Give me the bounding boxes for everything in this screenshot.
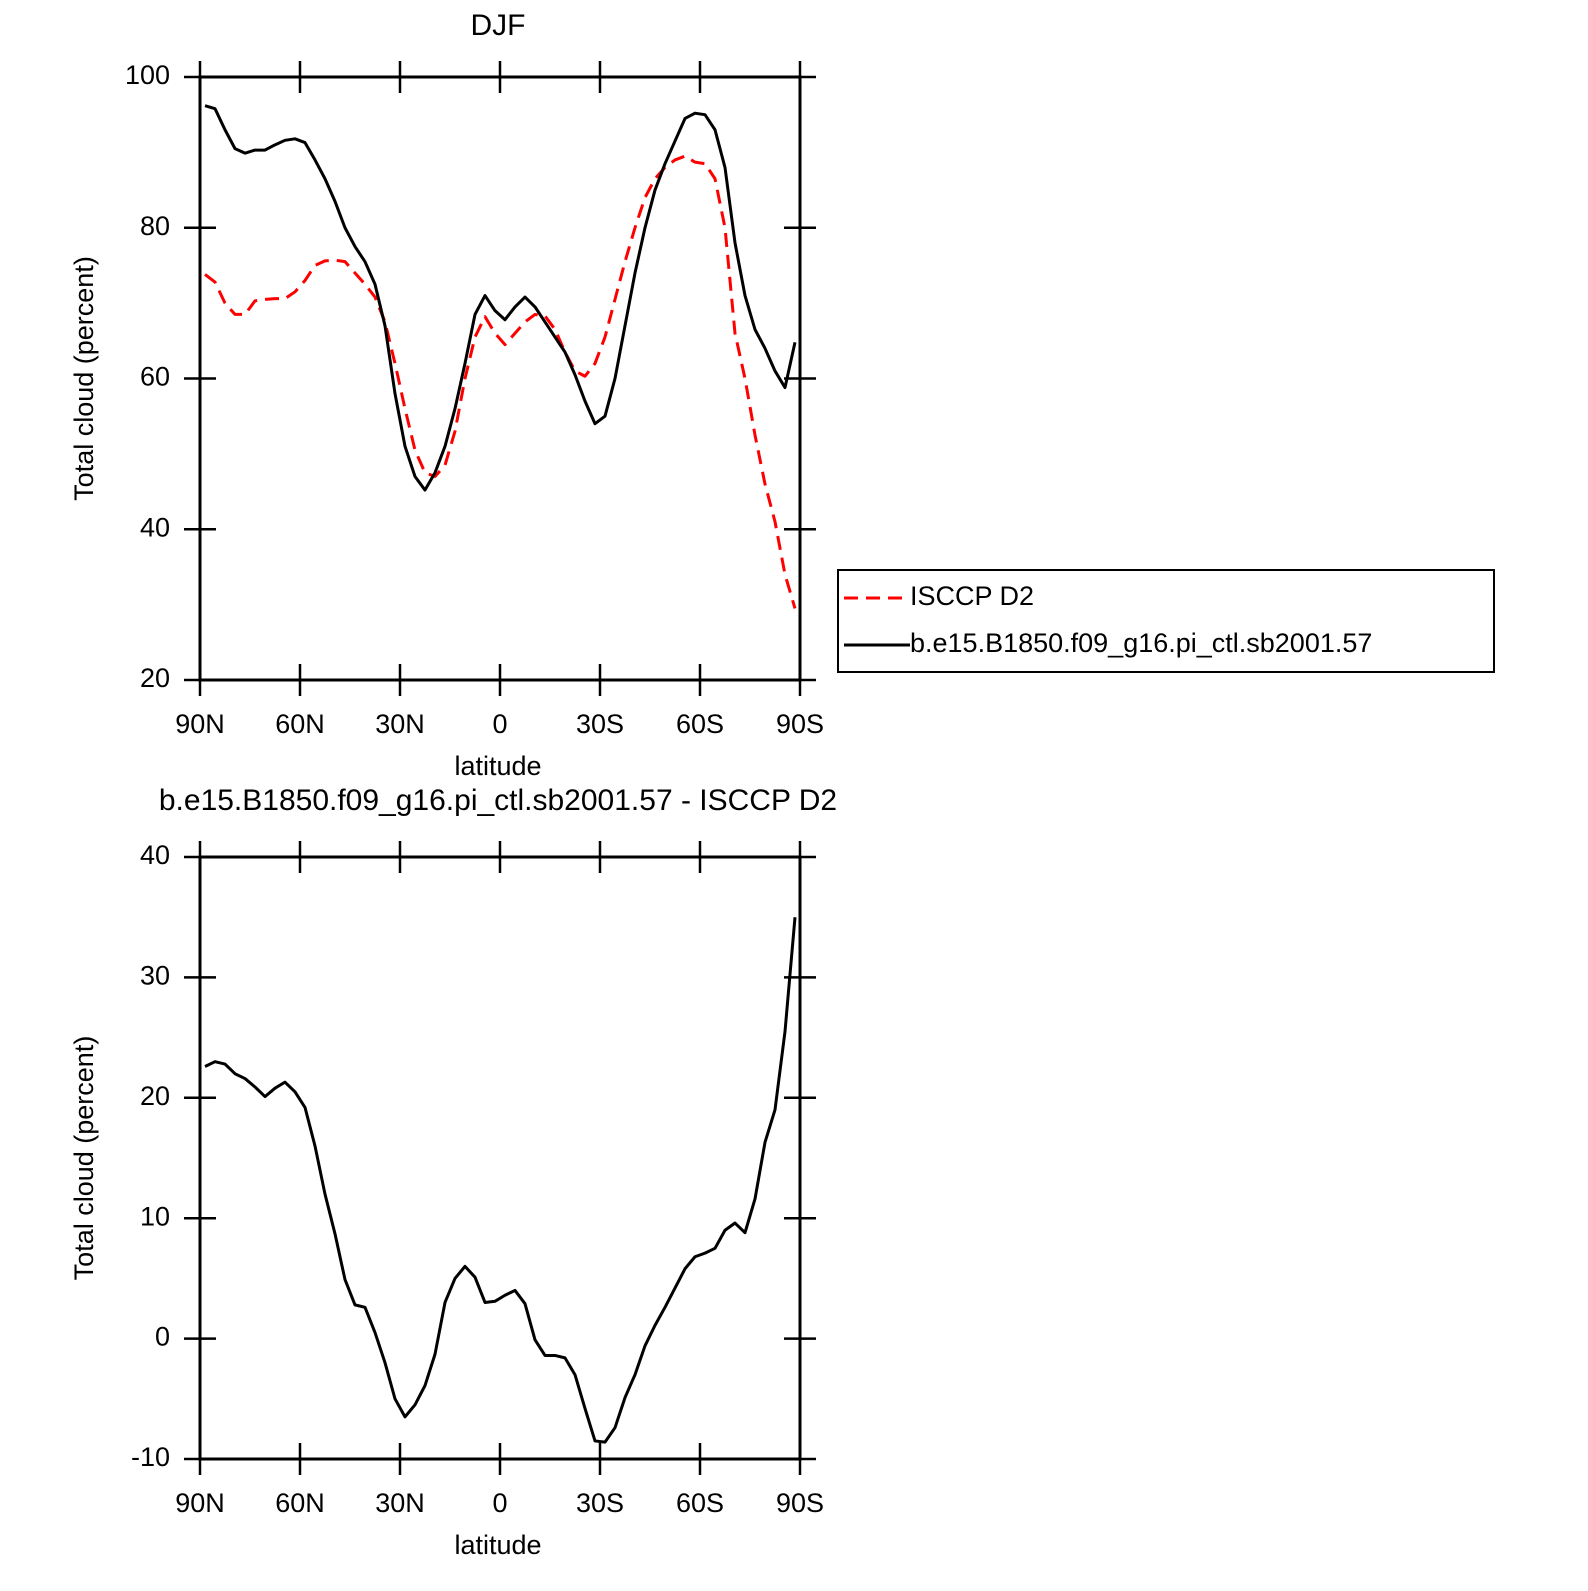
legend-label: b.e15.B1850.f09_g16.pi_ctl.sb2001.57 [910,628,1372,658]
x-tick-label: 90N [175,1488,225,1518]
legend-box [837,569,1495,673]
y-tick-label: 100 [125,60,170,90]
plot-frame [198,75,802,682]
series-line [204,154,797,609]
y-tick-label: -10 [131,1442,170,1472]
x-tick-label: 60S [676,1488,724,1518]
x-tick-label: 60N [275,1488,325,1518]
x-tick-label: 30S [576,1488,624,1518]
y-tick-label: 40 [140,512,170,542]
x-tick-label: 30N [375,1488,425,1518]
y-tick-label: 40 [140,840,170,870]
x-tick-label: 0 [492,1488,507,1518]
chart-title: b.e15.B1850.f09_g16.pi_ctl.sb2001.57 - I… [159,784,837,817]
plot-frame [198,855,802,1461]
series-line [204,917,797,1444]
y-tick-label: 80 [140,211,170,241]
y-tick-label: 20 [140,1081,170,1111]
x-tick-label: 30S [576,709,624,739]
y-axis-label: Total cloud (percent) [69,256,99,501]
x-tick-label: 60S [676,709,724,739]
x-tick-label: 0 [492,709,507,739]
series-line [204,104,797,492]
y-tick-label: 20 [140,663,170,693]
y-tick-label: 0 [155,1322,170,1352]
x-tick-label: 90N [175,709,225,739]
y-axis-label: Total cloud (percent) [69,1036,99,1281]
y-tick-label: 30 [140,961,170,991]
x-tick-label: 90S [776,709,824,739]
x-tick-label: 90S [776,1488,824,1518]
x-axis-label: latitude [454,751,541,781]
x-tick-label: 30N [375,709,425,739]
y-tick-label: 60 [140,362,170,392]
legend-label: ISCCP D2 [910,581,1034,611]
chart-title: DJF [471,9,526,42]
x-axis-label: latitude [454,1530,541,1560]
x-tick-label: 60N [275,709,325,739]
y-tick-label: 10 [140,1201,170,1231]
